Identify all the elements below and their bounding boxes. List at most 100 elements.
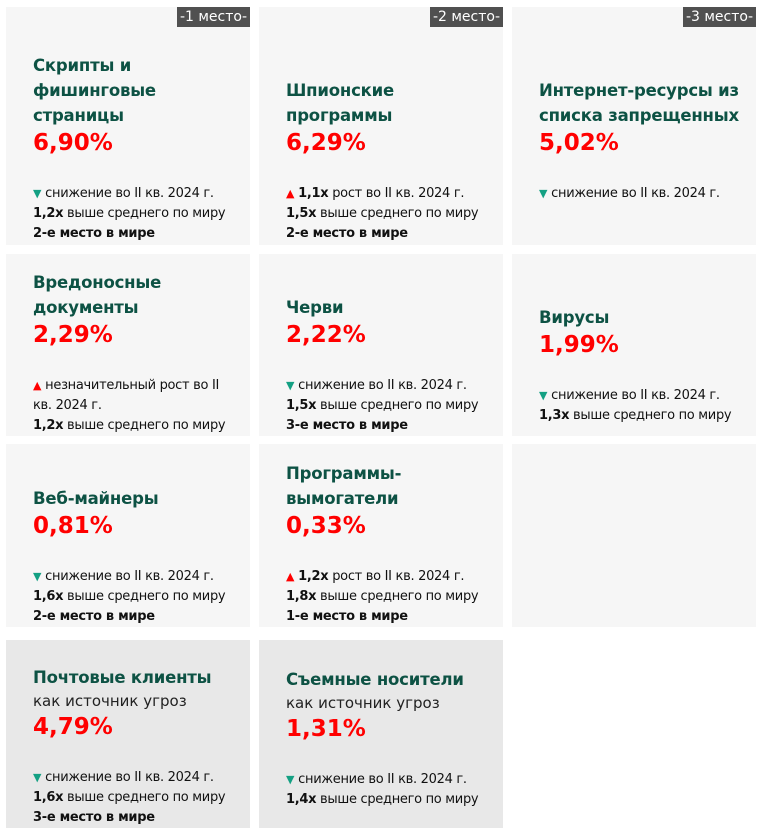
stat-bold: 2-е место в мире bbox=[33, 609, 155, 624]
stat-text: выше среднего по миру bbox=[63, 589, 226, 604]
triangle-down-icon: ▼ bbox=[33, 187, 42, 200]
stat-bold: 1,3x bbox=[539, 408, 570, 423]
card-value: 0,33% bbox=[286, 513, 366, 539]
card-subtitle: как источник угроз bbox=[286, 694, 440, 712]
stat-text: рост во II кв. 2024 г. bbox=[328, 186, 465, 201]
card-header: Веб-майнеры bbox=[33, 444, 240, 511]
card-title: Съемные носители bbox=[286, 670, 464, 689]
stat-bold: 3-е место в мире bbox=[33, 810, 155, 825]
card-header: Почтовые клиенты как источник угроз bbox=[33, 640, 240, 712]
threat-card: Черви 2,22% ▼ снижение во II кв. 2024 г. 1,5… bbox=[259, 254, 503, 436]
stat-bold: 1,1x bbox=[298, 186, 329, 201]
stat-bold: 1,2x bbox=[33, 418, 64, 433]
stat-text: выше среднего по миру bbox=[569, 408, 732, 423]
card-stats: ▼ снижение во II кв. 2024 г. 1,6x выше сре… bbox=[33, 768, 240, 828]
stat-text: выше среднего по миру bbox=[316, 792, 479, 807]
stat-line: 1,8x выше среднего по миру bbox=[286, 587, 493, 607]
stat-bold: 1-е место в мире bbox=[286, 609, 408, 624]
stat-bold: 1,5x bbox=[286, 206, 317, 221]
card-header: Программы-вымогатели bbox=[286, 444, 493, 511]
stat-text: снижение во II кв. 2024 г. bbox=[45, 770, 214, 785]
card-title: Интернет-ресурсы из списка запрещенных bbox=[539, 81, 739, 125]
stat-text: рост во II кв. 2024 г. bbox=[328, 569, 465, 584]
card-subtitle: как источник угроз bbox=[33, 692, 187, 710]
stat-text: снижение во II кв. 2024 г. bbox=[298, 772, 467, 787]
card-title: Программы-вымогатели bbox=[286, 464, 402, 508]
stat-text: выше среднего по миру bbox=[316, 206, 479, 221]
card-stats: ▼ снижение во II кв. 2024 г. 1,3x выше сре… bbox=[539, 386, 746, 426]
stat-line: 2-е место в мире bbox=[286, 224, 493, 244]
card-header: Скрипты и фишинговые страницы bbox=[33, 7, 240, 128]
stat-line: 1,2x выше среднего по миру bbox=[33, 204, 240, 224]
stat-bold: 1,6x bbox=[33, 790, 64, 805]
card-title: Вирусы bbox=[539, 308, 610, 327]
stat-line: ▲ незначительный рост во II кв. 2024 г. bbox=[33, 376, 240, 416]
stat-line: 2-е место в мире bbox=[33, 607, 240, 627]
stat-line: ▲ 1,2x рост во II кв. 2024 г. bbox=[286, 567, 493, 587]
card-value: 2,29% bbox=[33, 322, 113, 348]
stat-line: ▼снижение во II кв. 2024 г. bbox=[286, 770, 493, 790]
stat-text: выше среднего по миру bbox=[63, 418, 226, 433]
card-title: Скрипты и фишинговые страницы bbox=[33, 56, 156, 125]
card-stats: ▼ снижение во II кв. 2024 г. 1,5x выше сре… bbox=[286, 376, 493, 436]
threat-card: Вредоносные документы 2,29% ▲ незначительны… bbox=[6, 254, 250, 436]
threat-card: -1 место- Скрипты и фишинговые страницы 6,… bbox=[6, 7, 250, 245]
stat-line: 3-е место в мире bbox=[33, 808, 240, 828]
card-value: 0,81% bbox=[33, 513, 113, 539]
stat-line: 1,4x выше среднего по миру bbox=[286, 790, 493, 810]
stat-text: выше среднего по миру bbox=[316, 589, 479, 604]
stat-bold: 1,2x bbox=[33, 206, 64, 221]
threat-card: -2 место- Шпионские программы 6,29% ▲ 1,1x р… bbox=[259, 7, 503, 245]
triangle-down-icon: ▼ bbox=[286, 773, 295, 786]
card-stats: ▼снижение во II кв. 2024 г. bbox=[539, 184, 746, 204]
stat-line: ▼снижение во II кв. 2024 г. bbox=[33, 768, 240, 788]
card-title: Вредоносные документы bbox=[33, 273, 162, 317]
card-stats: ▲ 1,2x рост во II кв. 2024 г. 1,8x выше ср… bbox=[286, 567, 493, 627]
stat-line: 1,5x выше среднего по миру bbox=[286, 396, 493, 416]
threat-card: Веб-майнеры 0,81% ▼ снижение во II кв. 2024… bbox=[6, 444, 250, 627]
stat-text: снижение во II кв. 2024 г. bbox=[551, 388, 720, 403]
card-title: Черви bbox=[286, 298, 344, 317]
card-header: Вредоносные документы bbox=[33, 254, 240, 320]
empty-card bbox=[512, 444, 756, 627]
triangle-down-icon: ▼ bbox=[539, 187, 548, 200]
card-header: Вирусы bbox=[539, 254, 746, 330]
stat-line: 1,6x выше среднего по миру bbox=[33, 788, 240, 808]
stat-line: ▼снижение во II кв. 2024 г. bbox=[33, 567, 240, 587]
stat-bold: 1,4x bbox=[286, 792, 317, 807]
card-title: Почтовые клиенты bbox=[33, 668, 212, 687]
rank-badge: -3 место- bbox=[682, 7, 756, 27]
card-header: Шпионские программы bbox=[286, 7, 493, 128]
card-stats: ▼ снижение во II кв. 2024 г. 1,2x выше сре… bbox=[33, 184, 240, 244]
stat-line: 3-е место в мире bbox=[286, 416, 493, 436]
threat-card: Съемные носители как источник угроз 1,31% ▼… bbox=[259, 640, 503, 828]
stat-text: выше среднего по миру bbox=[63, 790, 226, 805]
card-value: 4,79% bbox=[33, 714, 113, 740]
stat-text: снижение во II кв. 2024 г. bbox=[45, 186, 214, 201]
stat-line: ▼снижение во II кв. 2024 г. bbox=[539, 184, 746, 204]
card-value: 1,99% bbox=[539, 332, 619, 358]
stat-text: снижение во II кв. 2024 г. bbox=[45, 569, 214, 584]
stat-bold: 2-е место в мире bbox=[33, 226, 155, 241]
triangle-up-icon: ▲ bbox=[286, 187, 295, 200]
triangle-down-icon: ▼ bbox=[539, 389, 548, 402]
stat-line: 1,2x выше среднего по миру bbox=[33, 416, 240, 436]
card-title: Веб-майнеры bbox=[33, 489, 159, 508]
stat-line: ▼снижение во II кв. 2024 г. bbox=[539, 386, 746, 406]
card-value: 2,22% bbox=[286, 322, 366, 348]
stat-bold: 3-е место в мире bbox=[286, 418, 408, 433]
rank-badge: -1 место- bbox=[176, 7, 250, 27]
card-header: Черви bbox=[286, 254, 493, 320]
triangle-up-icon: ▲ bbox=[33, 379, 42, 392]
card-stats: ▲ незначительный рост во II кв. 2024 г. 1,… bbox=[33, 376, 240, 436]
stat-line: 1-е место в мире bbox=[286, 607, 493, 627]
stat-line: ▼снижение во II кв. 2024 г. bbox=[33, 184, 240, 204]
card-header: Съемные носители как источник угроз bbox=[286, 640, 493, 714]
card-stats: ▼ снижение во II кв. 2024 г. 1,4x выше сре… bbox=[286, 770, 493, 810]
stat-bold: 1,2x bbox=[298, 569, 329, 584]
stat-text: снижение во II кв. 2024 г. bbox=[551, 186, 720, 201]
card-value: 6,29% bbox=[286, 130, 366, 156]
triangle-up-icon: ▲ bbox=[286, 570, 295, 583]
triangle-down-icon: ▼ bbox=[33, 771, 42, 784]
card-stats: ▲ 1,1x рост во II кв. 2024 г. 1,5x выше ср… bbox=[286, 184, 493, 244]
